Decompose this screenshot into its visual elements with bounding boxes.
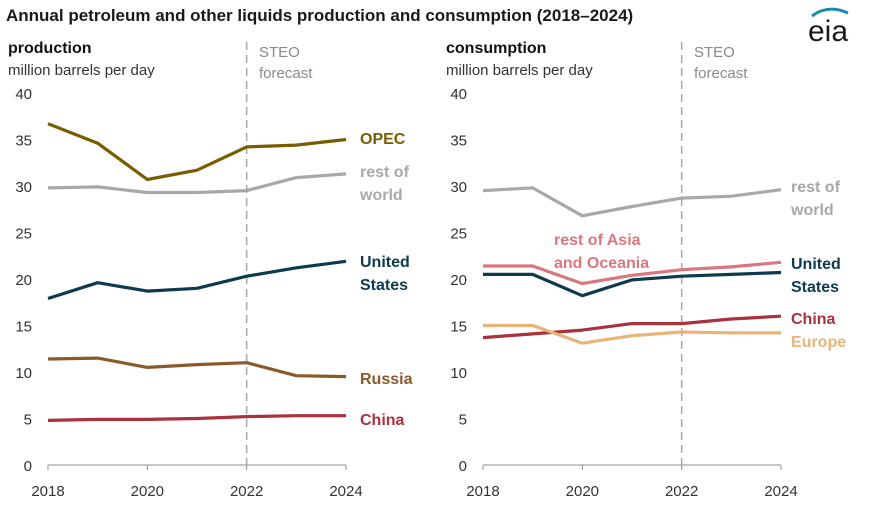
y-tick-label: 40 [15,86,32,103]
series-label-europe: Europe [791,334,846,351]
x-tick-label: 2022 [665,483,698,500]
y-tick-label: 10 [15,365,32,382]
series-label-united-states: United [791,256,841,273]
unit-label: million barrels per day [446,62,593,79]
series-line-rest-of-asia-and-oceania [483,260,782,286]
series-label-rest-of-world: world [359,187,403,204]
series-label-united-states: States [791,279,839,296]
series-label-rest-of-asia-and-oceania: and Oceania [554,255,649,272]
series-label-china: China [360,412,405,429]
unit-label: million barrels per day [8,62,155,79]
chart-title: Annual petroleum and other liquids produ… [6,6,633,25]
series-line-united-states [483,270,782,298]
x-tick-label: 2018 [466,483,499,500]
panel-title: consumption [446,40,546,57]
series-line-opec [47,122,347,182]
y-tick-label: 5 [459,412,467,429]
production-panel: production million barrels per day 0 5 10 15 2… [8,40,413,500]
x-tick-label: 2020 [566,483,599,500]
y-tick-label: 5 [24,412,32,429]
eia-logo: eia [808,7,849,48]
series-label-united-states: United [360,254,410,271]
series-line-united-states [47,259,347,301]
panel-title: production [8,40,92,57]
series-label-russia: Russia [360,371,413,388]
series-line-china [482,314,782,340]
series-line-rest-of-world [47,172,347,195]
series-line-europe [483,323,781,345]
series-label-rest-of-world: world [790,202,834,219]
series-label-united-states: States [360,277,408,294]
series-line-russia [47,356,347,379]
y-tick-label: 35 [15,133,32,150]
eia-logo-arc [811,7,849,18]
y-tick-label: 10 [450,365,467,382]
consumption-panel: consumption million barrels per day 0 5 10 15… [446,40,846,500]
y-tick-label: 30 [450,179,467,196]
x-tick-label: 2024 [329,483,362,500]
forecast-label-line1: STEO [694,44,735,61]
series-label-rest-of-asia-and-oceania: rest of Asia [554,232,641,249]
forecast-label-line1: STEO [259,44,300,61]
eia-logo-text: eia [808,15,848,48]
forecast-label-line2: forecast [694,65,748,82]
y-tick-label: 0 [459,458,467,475]
x-tick-label: 2024 [764,483,797,500]
y-tick-label: 35 [450,133,467,150]
series-line-china [47,414,346,422]
series-label-opec: OPEC [360,131,406,148]
series-label-china: China [791,311,836,328]
x-tick-label: 2022 [230,483,263,500]
forecast-label-line2: forecast [259,65,313,82]
y-tick-label: 15 [450,319,467,336]
y-tick-label: 0 [24,458,32,475]
y-tick-label: 40 [450,86,467,103]
y-tick-label: 25 [450,226,467,243]
y-tick-label: 15 [15,319,32,336]
x-tick-label: 2018 [31,483,64,500]
series-label-rest-of-world: rest of [791,179,841,196]
y-tick-label: 20 [15,272,32,289]
y-tick-label: 25 [15,226,32,243]
series-label-rest-of-world: rest of [360,164,410,181]
y-tick-label: 30 [15,179,32,196]
x-tick-label: 2020 [131,483,164,500]
series-line-rest-of-world [482,186,782,218]
y-tick-label: 20 [450,272,467,289]
